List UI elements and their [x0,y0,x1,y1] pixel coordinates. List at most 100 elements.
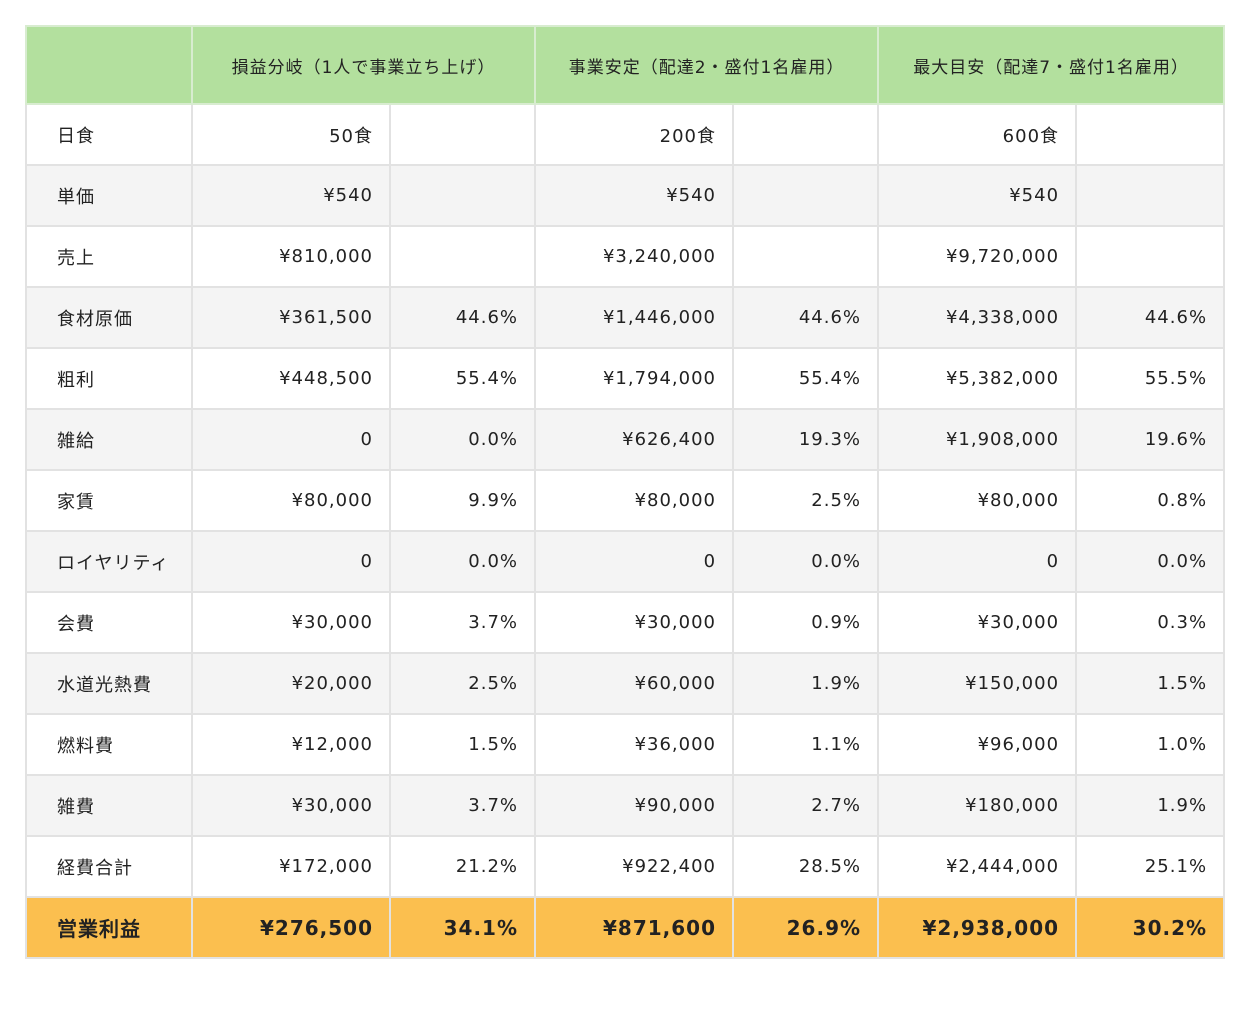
amount-cell: ¥448,500 [191,347,391,410]
amount-cell: ¥922,400 [534,835,735,898]
row-label: 売上 [25,225,193,288]
amount-cell: ¥30,000 [191,774,391,837]
ratio-cell: 0.8% [1075,469,1226,532]
table-row: 雑給 0 0.0% ¥626,400 19.3% ¥1,908,000 19.6% [25,408,1226,471]
amount-cell: ¥1,908,000 [877,408,1078,471]
amount-cell: ¥96,000 [877,713,1078,776]
ratio-cell: 1.9% [1075,774,1226,837]
ratio-cell: 26.9% [732,896,880,959]
row-label: 家賃 [25,469,193,532]
ratio-cell: 25.1% [1075,835,1226,898]
amount-cell: ¥150,000 [877,652,1078,715]
amount-cell: ¥2,444,000 [877,835,1078,898]
ratio-cell: 3.7% [388,774,537,837]
amount-cell: ¥20,000 [191,652,391,715]
amount-cell: ¥361,500 [191,286,391,349]
header-cell: 最大目安（配達7・盛付1名雇用） [877,25,1226,105]
table-row: ロイヤリティ 0 0.0% 0 0.0% 0 0.0% [25,530,1226,593]
ratio-cell: 2.5% [388,652,537,715]
ratio-cell: 19.6% [1075,408,1226,471]
amount-cell: ¥30,000 [534,591,735,654]
amount-cell: 0 [877,530,1078,593]
ratio-cell: 1.9% [732,652,880,715]
ratio-cell: 0.0% [732,530,880,593]
amount-cell: ¥36,000 [534,713,735,776]
amount-cell: 0 [191,530,391,593]
table-row: 会費 ¥30,000 3.7% ¥30,000 0.9% ¥30,000 0.3% [25,591,1226,654]
ratio-cell [388,103,537,166]
amount-cell: 0 [534,530,735,593]
header-cell: 損益分岐（1人で事業立ち上げ） [190,25,537,105]
ratio-cell [388,164,537,227]
ratio-cell [1075,225,1226,288]
amount-cell: ¥180,000 [877,774,1078,837]
amount-cell: ¥3,240,000 [534,225,735,288]
ratio-cell: 0.3% [1075,591,1226,654]
row-label: 雑費 [25,774,193,837]
row-label: 経費合計 [25,835,193,898]
ratio-cell: 34.1% [388,896,537,959]
row-label: 水道光熱費 [25,652,193,715]
amount-cell: ¥30,000 [877,591,1078,654]
amount-cell: 50食 [191,103,391,166]
amount-cell: ¥1,794,000 [534,347,735,410]
corner-cell [25,25,193,105]
amount-cell: 0 [191,408,391,471]
amount-cell: ¥30,000 [191,591,391,654]
amount-cell: ¥540 [877,164,1078,227]
ratio-cell [1075,164,1226,227]
table-row: 単価 ¥540 ¥540 ¥540 [25,164,1226,227]
row-label: 営業利益 [25,896,193,959]
row-label: 単価 [25,164,193,227]
pl-table: 損益分岐（1人で事業立ち上げ） 事業安定（配達2・盛付1名雇用） 最大目安（配達7・… [25,25,1226,959]
amount-cell: ¥60,000 [534,652,735,715]
amount-cell: ¥12,000 [191,713,391,776]
ratio-cell: 3.7% [388,591,537,654]
ratio-cell: 55.4% [388,347,537,410]
amount-cell: ¥276,500 [191,896,391,959]
amount-cell: ¥5,382,000 [877,347,1078,410]
ratio-cell: 1.5% [388,713,537,776]
ratio-cell: 1.5% [1075,652,1226,715]
row-label: 食材原価 [25,286,193,349]
row-label: ロイヤリティ [25,530,193,593]
table-row: 売上 ¥810,000 ¥3,240,000 ¥9,720,000 [25,225,1226,288]
amount-cell: 600食 [877,103,1078,166]
amount-cell: ¥871,600 [534,896,735,959]
header-cell: 事業安定（配達2・盛付1名雇用） [534,25,880,105]
row-label: 燃料費 [25,713,193,776]
amount-cell: 200食 [534,103,735,166]
amount-cell: ¥9,720,000 [877,225,1078,288]
amount-cell: ¥626,400 [534,408,735,471]
row-label: 日食 [25,103,193,166]
amount-cell: ¥540 [191,164,391,227]
ratio-cell: 55.5% [1075,347,1226,410]
ratio-cell: 44.6% [388,286,537,349]
ratio-cell: 28.5% [732,835,880,898]
ratio-cell: 0.9% [732,591,880,654]
ratio-cell: 2.5% [732,469,880,532]
ratio-cell: 55.4% [732,347,880,410]
ratio-cell: 9.9% [388,469,537,532]
table-row: 家賃 ¥80,000 9.9% ¥80,000 2.5% ¥80,000 0.8% [25,469,1226,532]
ratio-cell [732,225,880,288]
ratio-cell: 0.0% [388,408,537,471]
table-row: 燃料費 ¥12,000 1.5% ¥36,000 1.1% ¥96,000 1.0% [25,713,1226,776]
amount-cell: ¥540 [534,164,735,227]
amount-cell: ¥1,446,000 [534,286,735,349]
ratio-cell: 21.2% [388,835,537,898]
ratio-cell: 30.2% [1075,896,1226,959]
row-label: 会費 [25,591,193,654]
ratio-cell: 1.1% [732,713,880,776]
ratio-cell: 0.0% [1075,530,1226,593]
ratio-cell [732,103,880,166]
ratio-cell: 1.0% [1075,713,1226,776]
ratio-cell: 44.6% [732,286,880,349]
row-label: 粗利 [25,347,193,410]
table-row: 経費合計 ¥172,000 21.2% ¥922,400 28.5% ¥2,444,000… [25,835,1226,898]
header-row: 損益分岐（1人で事業立ち上げ） 事業安定（配達2・盛付1名雇用） 最大目安（配達7・… [25,25,1226,105]
amount-cell: ¥172,000 [191,835,391,898]
amount-cell: ¥90,000 [534,774,735,837]
ratio-cell: 19.3% [732,408,880,471]
